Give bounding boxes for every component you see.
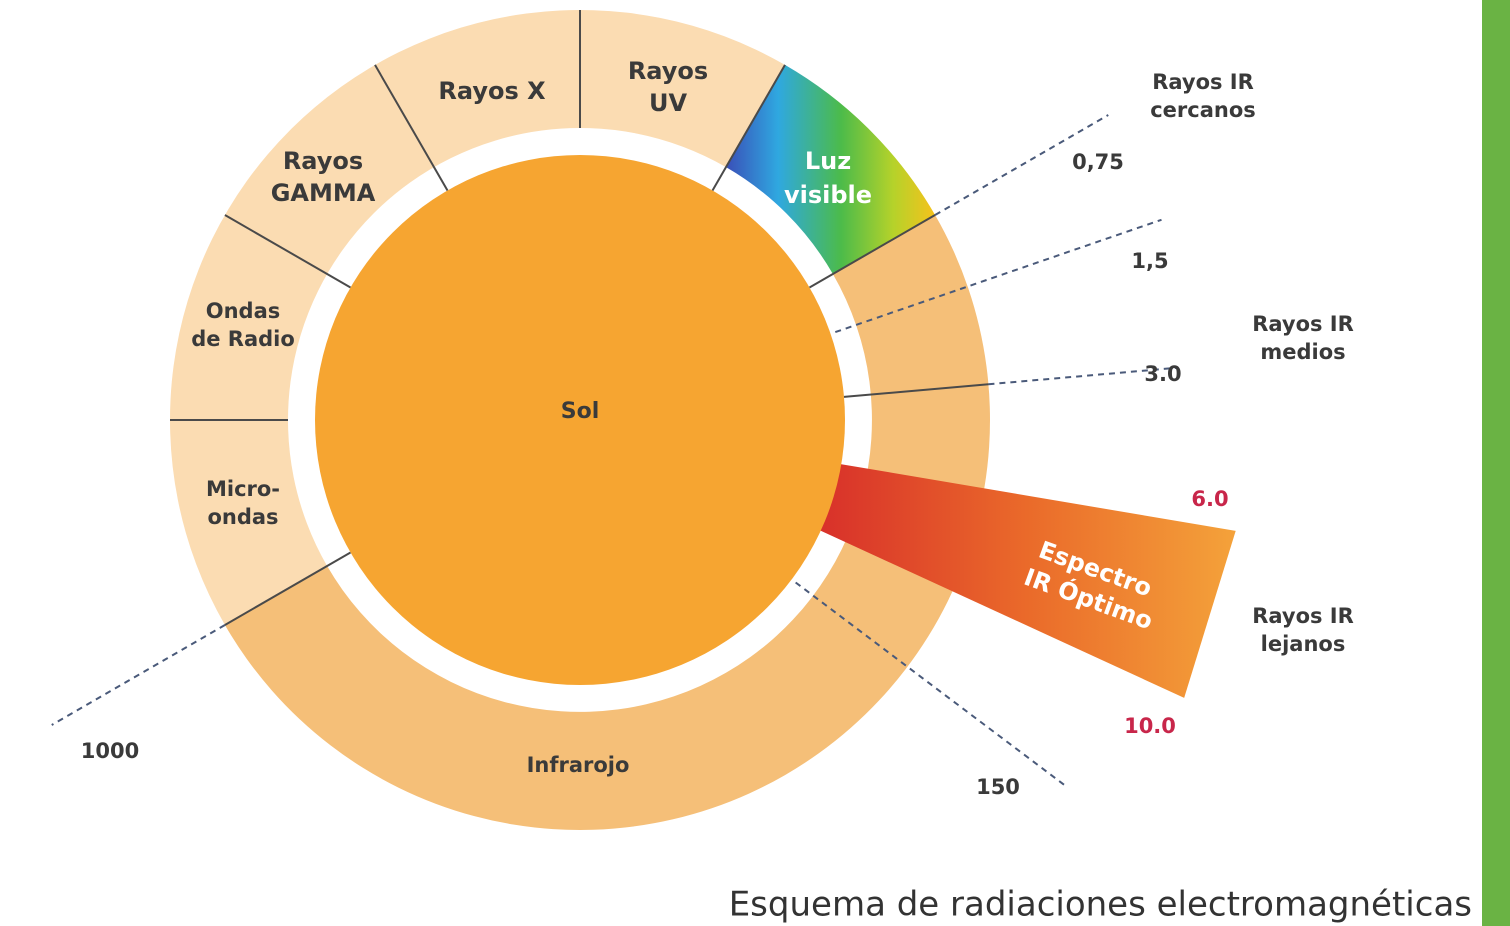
ir-label: medios xyxy=(1260,340,1345,364)
diagram: Sol Rayos X Rayos UV Rayos GAMMA Ondas de Radio… xyxy=(0,0,1510,926)
band-label: Rayos xyxy=(283,147,363,175)
band-label: Rayos xyxy=(628,57,708,85)
band-label: Infrarojo xyxy=(527,753,630,777)
dashed-line xyxy=(52,625,225,725)
ir-label: Rayos IR xyxy=(1252,604,1354,628)
band-label: Micro- xyxy=(206,477,280,501)
band-label: GAMMA xyxy=(271,179,376,207)
band-label: visible xyxy=(784,181,872,209)
band-label: de Radio xyxy=(191,327,295,351)
marker-label: 1,5 xyxy=(1131,249,1168,273)
marker-label: 150 xyxy=(976,775,1020,799)
band-label: ondas xyxy=(207,505,278,529)
caption: Esquema de radiaciones electromagnéticas xyxy=(729,885,1472,925)
ir-label: Rayos IR xyxy=(1252,312,1354,336)
band-label: UV xyxy=(649,89,687,117)
ir-label: cercanos xyxy=(1150,98,1256,122)
band-label: Rayos X xyxy=(438,77,546,105)
sun-label: Sol xyxy=(561,399,600,424)
band-label: Luz xyxy=(805,147,851,175)
ir-label: Rayos IR xyxy=(1152,70,1254,94)
marker-label: 10.0 xyxy=(1124,714,1176,738)
marker-label: 3.0 xyxy=(1144,362,1181,386)
marker-label: 6.0 xyxy=(1191,487,1228,511)
marker-label: 0,75 xyxy=(1072,150,1124,174)
ir-label: lejanos xyxy=(1261,632,1346,656)
band-label: Ondas xyxy=(206,299,281,323)
marker-label: 1000 xyxy=(81,739,139,763)
side-bar xyxy=(1482,0,1510,926)
